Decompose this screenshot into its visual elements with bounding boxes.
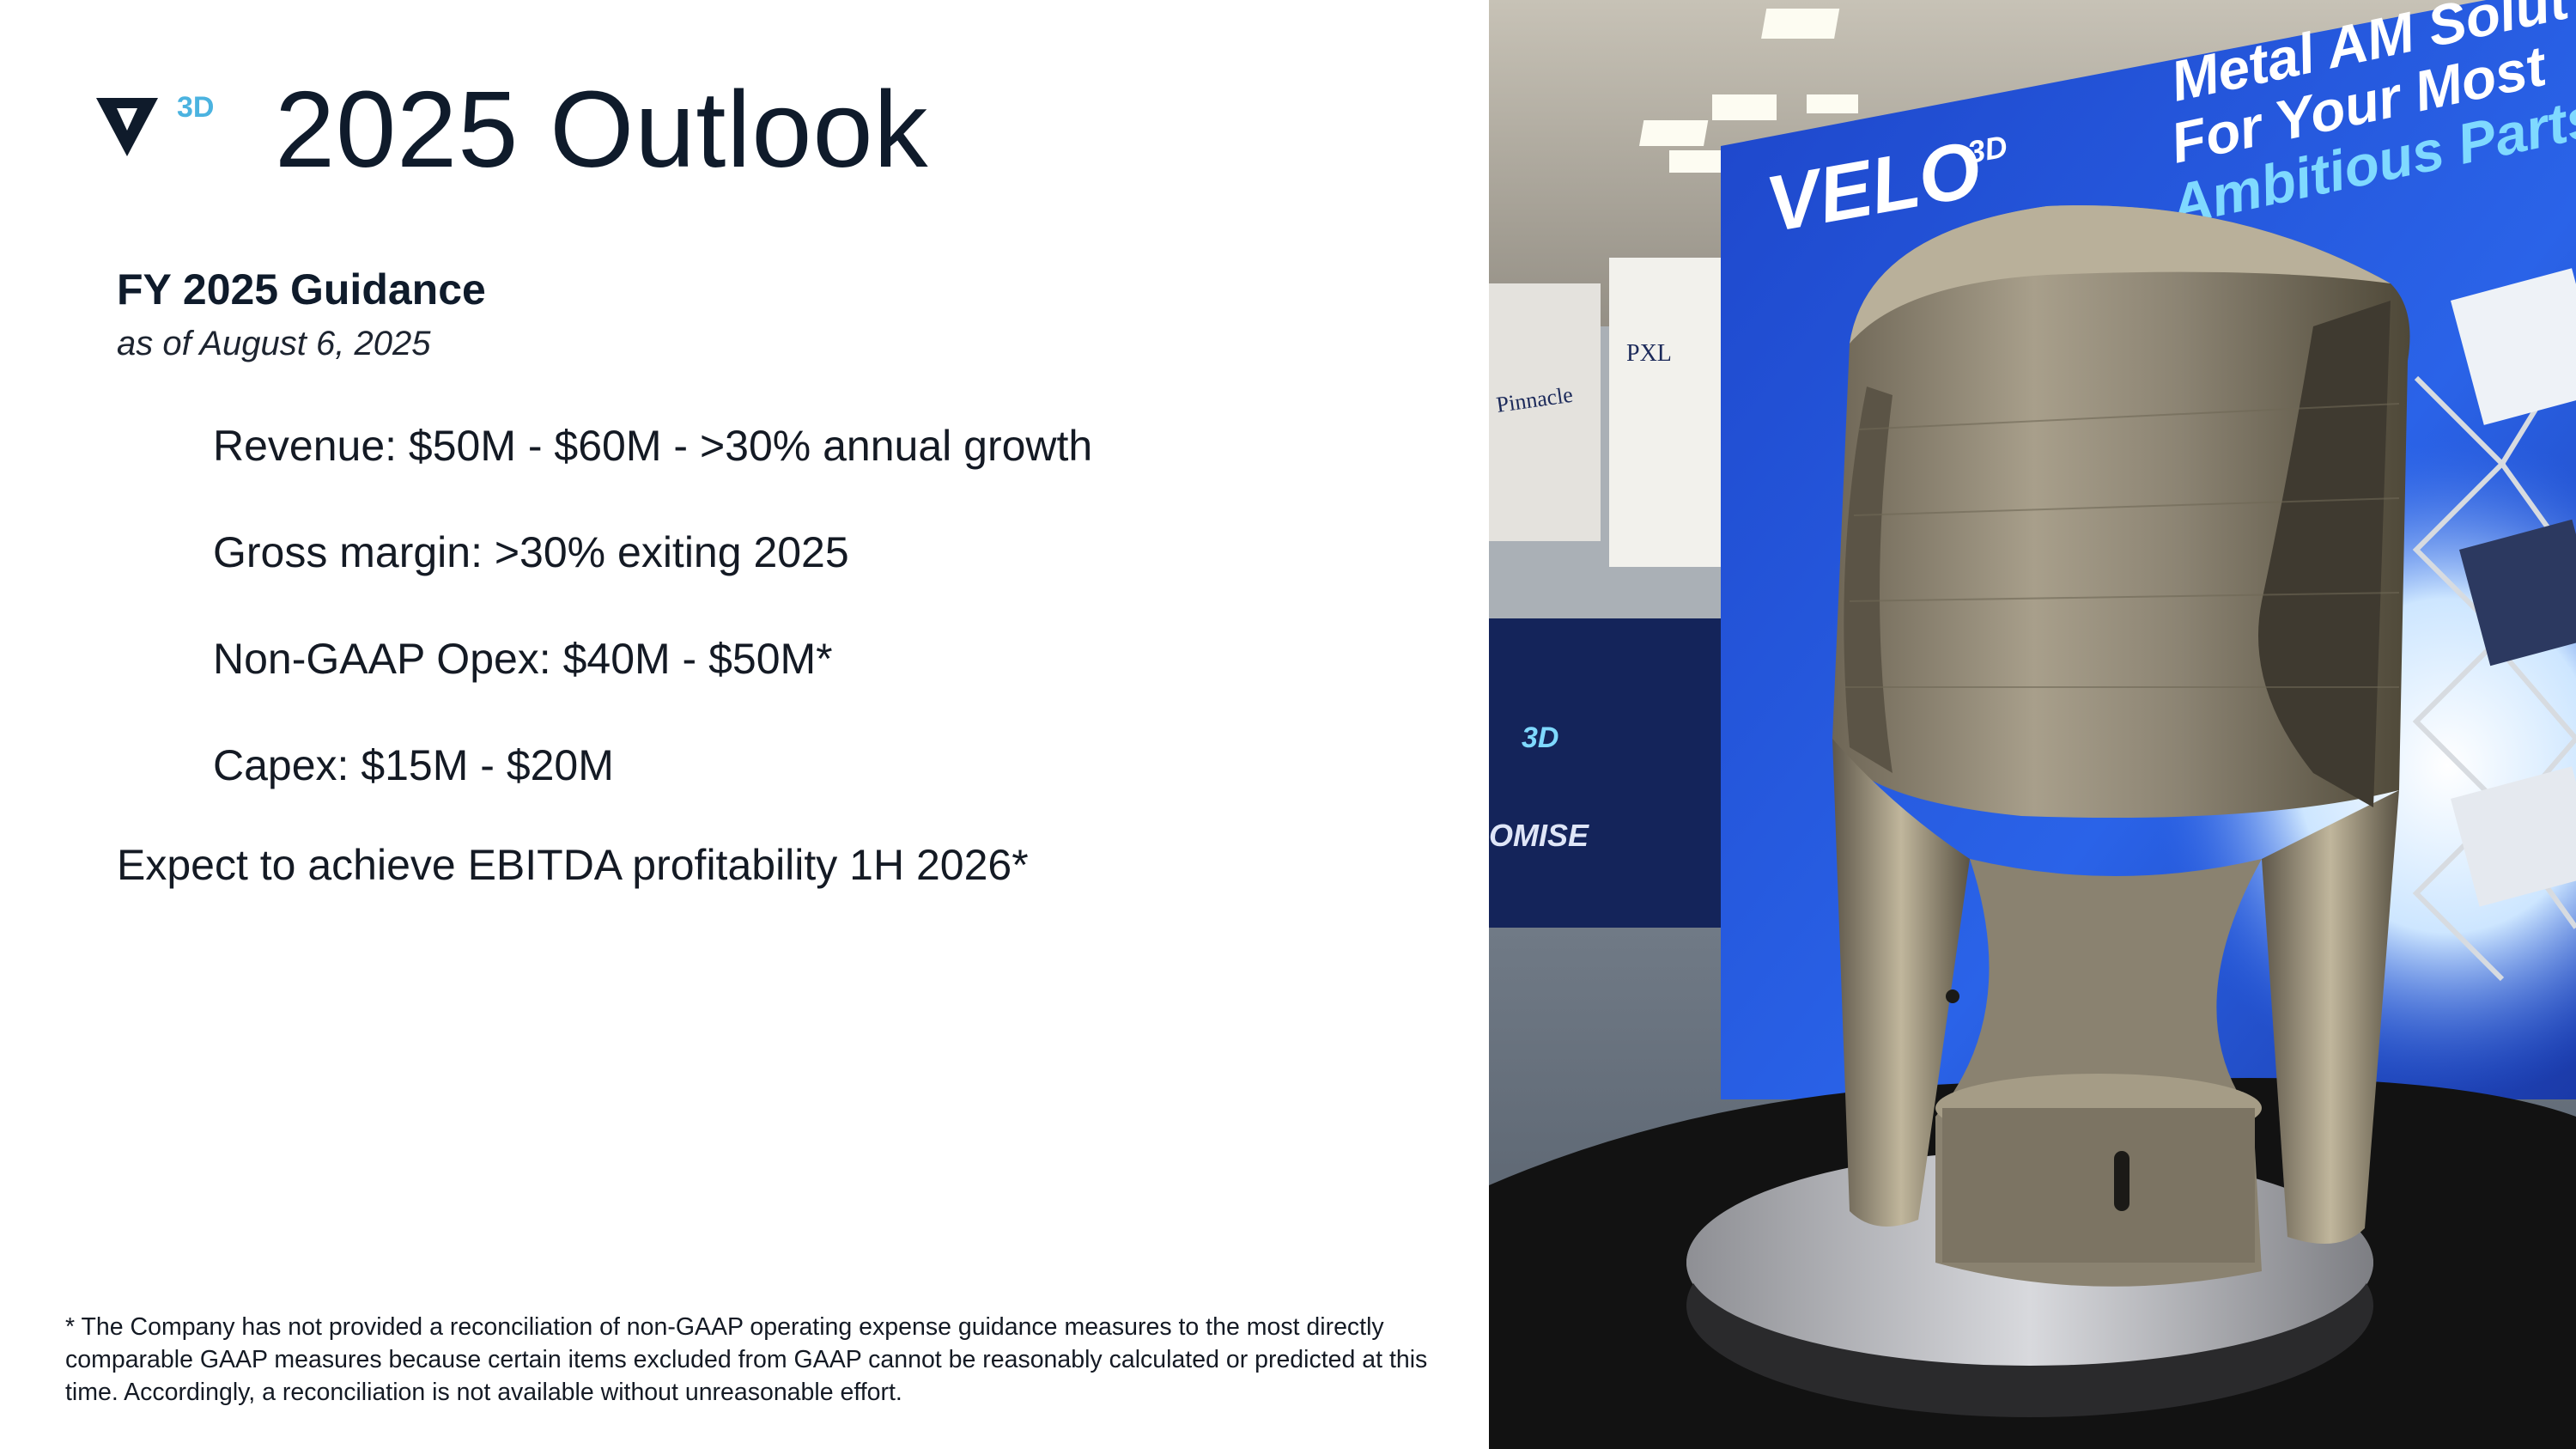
page-title: 2025 Outlook <box>275 69 929 190</box>
booth-photo-illustration: VELO 3D Metal AM Solut For Your Most Amb… <box>1489 0 2576 1449</box>
guidance-date: as of August 6, 2025 <box>117 325 431 362</box>
velo3d-logo-icon <box>96 98 158 156</box>
guidance-item-capex: Capex: $15M - $20M <box>213 741 614 789</box>
guidance-item-revenue: Revenue: $50M - $60M - >30% annual growt… <box>213 422 1093 470</box>
ebitda-summary: Expect to achieve EBITDA profitability 1… <box>117 841 1029 889</box>
footnote: * The Company has not provided a reconci… <box>65 1313 1428 1406</box>
side-text: OMISE <box>1489 818 1589 853</box>
guidance-item-gross-margin: Gross margin: >30% exiting 2025 <box>213 528 849 576</box>
logo-superscript: 3D <box>177 91 215 124</box>
booth-brand-superscript: 3D <box>1965 129 2009 170</box>
booth-photo: VELO 3D Metal AM Solut For Your Most Amb… <box>1489 0 2576 1449</box>
guidance-list: Revenue: $50M - $60M - >30% annual growt… <box>213 416 1092 842</box>
guidance-item-opex: Non-GAAP Opex: $40M - $50M* <box>213 635 833 683</box>
slide-content: 3D 2025 Outlook FY 2025 Guidance as of A… <box>65 69 1428 1406</box>
left-booth-sign-2: PXL <box>1626 340 1672 367</box>
side-brand: 3D <box>1522 721 1558 754</box>
guidance-heading: FY 2025 Guidance <box>117 265 486 314</box>
